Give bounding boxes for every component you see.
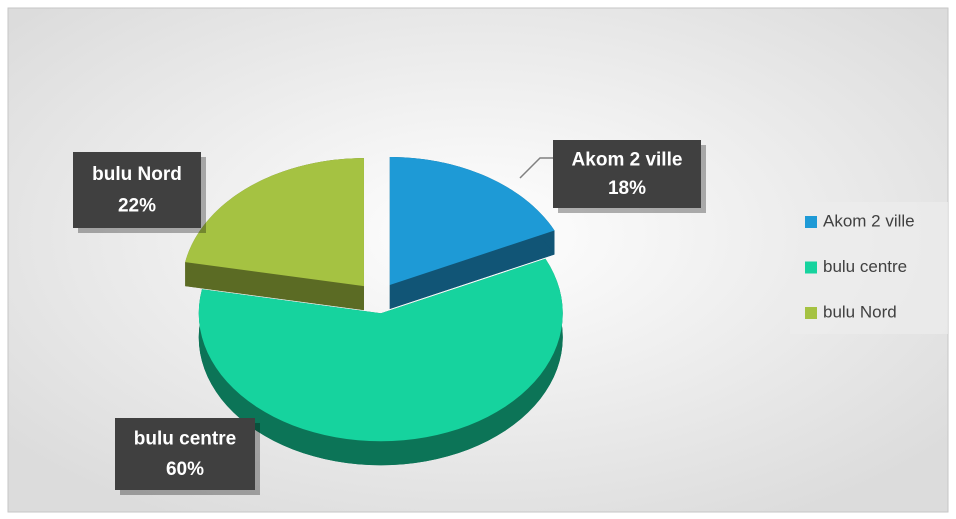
label-category: bulu centre	[134, 429, 236, 450]
slice	[185, 158, 364, 287]
legend-swatch	[805, 261, 817, 274]
slice	[389, 156, 555, 285]
legend-label: bulu centre	[823, 257, 907, 276]
slice	[198, 258, 563, 442]
slice-wall	[389, 230, 555, 309]
legend-swatch	[805, 216, 817, 228]
label-value: 22%	[118, 196, 156, 217]
data-label: bulu centre 60%	[115, 418, 260, 495]
legend-label: Akom 2 ville	[823, 211, 915, 230]
slice-wall	[185, 262, 364, 311]
data-label: bulu Nord 22%	[73, 152, 206, 233]
label-box	[553, 140, 701, 208]
legend-label: bulu Nord	[823, 302, 897, 321]
label-value: 60%	[166, 459, 204, 480]
label-box	[115, 418, 255, 490]
label-box	[73, 152, 201, 228]
label-category: bulu Nord	[92, 164, 182, 185]
leader-line	[519, 157, 553, 179]
legend-swatch	[805, 307, 817, 319]
label-value: 18%	[608, 178, 646, 199]
data-label: Akom 2 ville 18%	[519, 140, 706, 213]
label-category: Akom 2 ville	[572, 149, 683, 170]
